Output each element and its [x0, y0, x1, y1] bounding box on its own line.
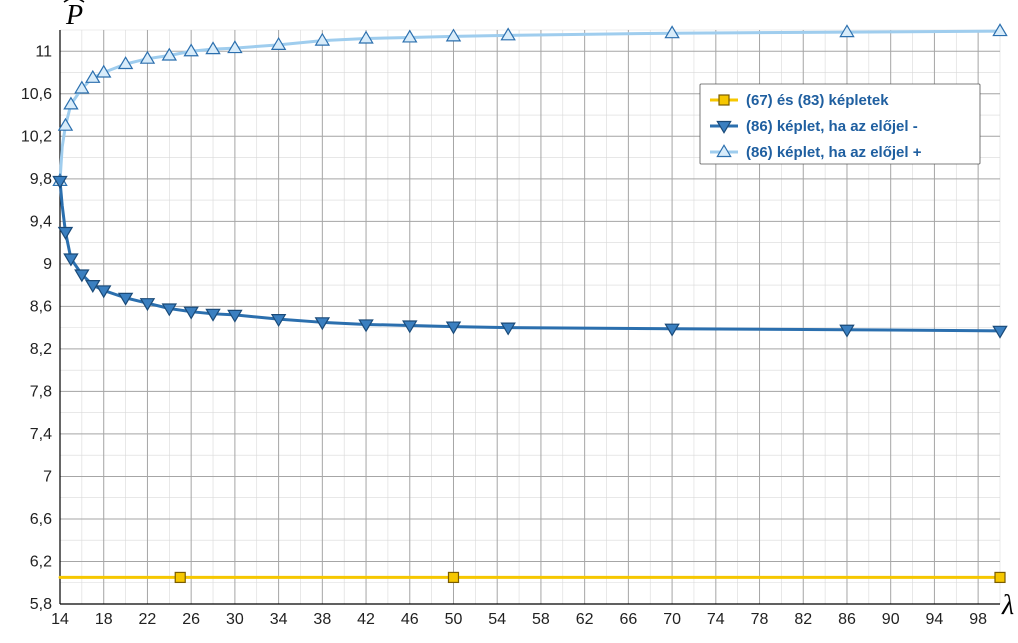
chart-container: 14 18 22 26 30 34 38 42 46 50 54 58 62 66 70 74 78 82 86 90… — [0, 0, 1018, 643]
svg-text:6,6: 6,6 — [30, 511, 52, 528]
svg-text:7,8: 7,8 — [30, 383, 52, 400]
svg-text:10,2: 10,2 — [21, 128, 52, 145]
svg-text:78: 78 — [751, 611, 769, 628]
svg-text:14: 14 — [51, 611, 69, 628]
svg-text:P: P — [65, 0, 83, 31]
svg-text:22: 22 — [139, 611, 157, 628]
svg-text:74: 74 — [707, 611, 725, 628]
svg-text:8,6: 8,6 — [30, 298, 52, 315]
svg-text:9: 9 — [43, 256, 52, 273]
svg-text:70: 70 — [663, 611, 681, 628]
svg-text:18: 18 — [95, 611, 113, 628]
svg-text:7: 7 — [43, 468, 52, 485]
svg-text:62: 62 — [576, 611, 594, 628]
legend-label: (86) képlet, ha az előjel - — [746, 118, 918, 135]
svg-text:30: 30 — [226, 611, 244, 628]
legend-label: (67) és (83) képletek — [746, 92, 889, 109]
legend: (67) és (83) képletek (86) képlet, ha az … — [700, 84, 980, 164]
svg-text:54: 54 — [488, 611, 506, 628]
svg-text:5,8: 5,8 — [30, 596, 52, 613]
svg-text:66: 66 — [619, 611, 637, 628]
svg-text:34: 34 — [270, 611, 288, 628]
svg-text:9,4: 9,4 — [30, 213, 52, 230]
svg-text:6,2: 6,2 — [30, 553, 52, 570]
svg-text:9,8: 9,8 — [30, 171, 52, 188]
x-axis-title: λ — [1001, 590, 1014, 621]
svg-text:10,6: 10,6 — [21, 86, 52, 103]
svg-text:8,2: 8,2 — [30, 341, 52, 358]
chart-svg: 14 18 22 26 30 34 38 42 46 50 54 58 62 66 70 74 78 82 86 90… — [0, 0, 1018, 643]
svg-text:11: 11 — [35, 43, 52, 60]
svg-text:50: 50 — [445, 611, 463, 628]
svg-text:26: 26 — [182, 611, 200, 628]
svg-text:38: 38 — [313, 611, 331, 628]
svg-text:86: 86 — [838, 611, 856, 628]
svg-text:94: 94 — [926, 611, 944, 628]
legend-label: (86) képlet, ha az előjel + — [746, 144, 922, 161]
y-axis-title: P — [64, 0, 84, 31]
svg-text:42: 42 — [357, 611, 375, 628]
svg-text:58: 58 — [532, 611, 550, 628]
svg-text:82: 82 — [794, 611, 812, 628]
svg-text:7,4: 7,4 — [30, 426, 52, 443]
svg-text:98: 98 — [969, 611, 987, 628]
svg-text:46: 46 — [401, 611, 419, 628]
svg-text:90: 90 — [882, 611, 900, 628]
